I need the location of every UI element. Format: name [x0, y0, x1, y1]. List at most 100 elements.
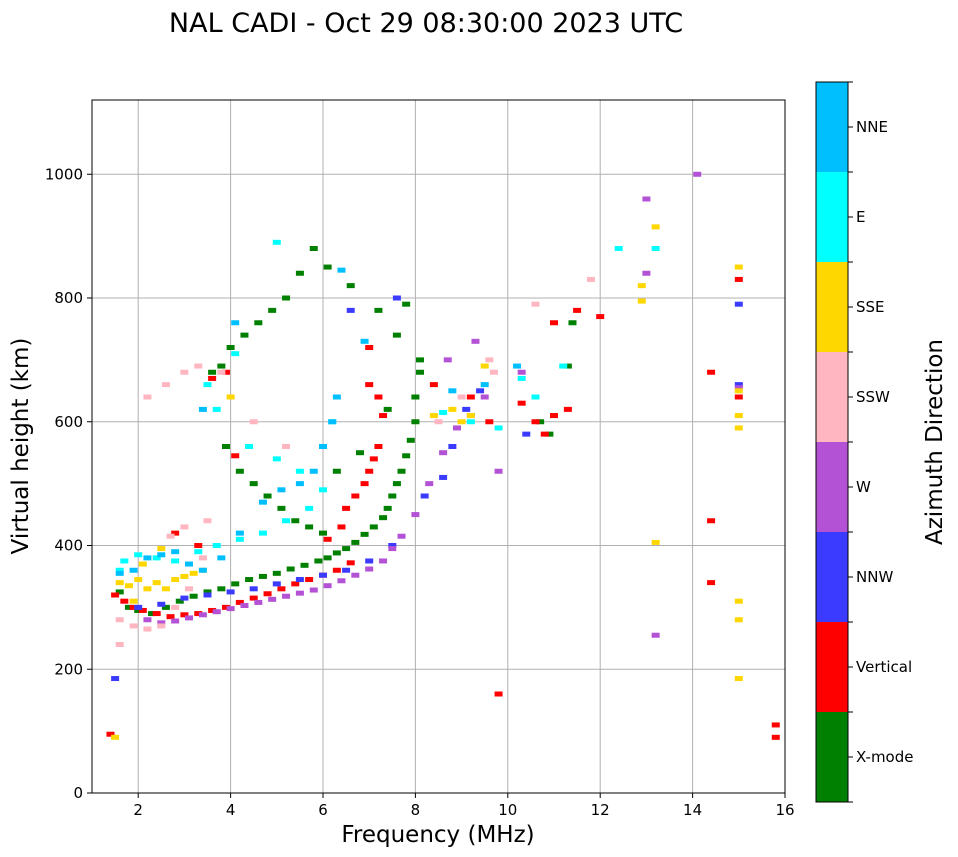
data-point	[235, 599, 244, 605]
data-point	[217, 363, 226, 369]
data-point	[171, 530, 180, 536]
data-point	[550, 413, 558, 419]
y-tick-label: 600	[54, 413, 83, 431]
data-point	[346, 307, 355, 313]
data-point	[231, 351, 240, 357]
data-point	[148, 611, 157, 617]
data-point	[489, 369, 498, 375]
data-point	[235, 530, 244, 536]
data-point	[106, 731, 115, 737]
data-point	[198, 555, 207, 561]
data-point	[161, 604, 170, 610]
data-point	[346, 560, 355, 566]
data-point	[203, 518, 212, 524]
data-point	[111, 676, 120, 682]
data-point	[152, 611, 161, 617]
data-point	[323, 583, 332, 589]
x-tick-label: 16	[775, 801, 794, 819]
data-point	[180, 595, 189, 601]
data-point	[258, 573, 267, 579]
data-point	[314, 558, 323, 564]
data-point	[411, 419, 420, 425]
x-axis-title: Frequency (MHz)	[341, 822, 534, 848]
x-tick-label: 12	[591, 801, 610, 819]
data-point	[171, 577, 180, 583]
colorbar-label: X-mode	[856, 748, 913, 766]
data-point	[545, 431, 554, 437]
data-point	[217, 555, 226, 561]
data-point	[379, 515, 388, 521]
data-point	[134, 607, 143, 613]
data-point	[138, 607, 147, 613]
data-point	[494, 425, 503, 431]
data-point	[115, 617, 124, 623]
data-point	[245, 444, 254, 449]
data-point	[221, 444, 230, 449]
data-point	[383, 406, 392, 412]
data-point	[295, 577, 304, 583]
data-point	[231, 453, 240, 459]
data-point	[180, 369, 189, 375]
data-point	[111, 734, 120, 740]
data-point	[305, 577, 314, 583]
data-point	[198, 612, 207, 618]
data-point	[540, 431, 549, 437]
data-point	[397, 533, 406, 539]
data-point	[734, 382, 743, 388]
data-point	[734, 276, 743, 282]
data-point	[305, 505, 314, 511]
data-point	[471, 338, 480, 344]
data-point	[448, 444, 457, 449]
data-point	[707, 518, 716, 524]
data-point	[291, 581, 300, 587]
data-point	[485, 419, 494, 425]
data-point	[129, 567, 138, 573]
data-point	[388, 493, 397, 499]
data-point	[494, 691, 503, 697]
data-point	[282, 295, 291, 301]
data-point	[263, 493, 272, 499]
data-point	[365, 558, 374, 564]
y-tick-label: 0	[73, 784, 83, 802]
data-point	[254, 599, 263, 605]
data-point	[124, 604, 133, 610]
data-point	[152, 580, 161, 586]
data-point	[221, 604, 230, 610]
data-point	[480, 382, 489, 388]
data-point	[614, 246, 623, 251]
data-point	[282, 444, 291, 449]
data-point	[392, 332, 401, 338]
colorbar-label: E	[856, 208, 865, 226]
colorbar-segment	[816, 172, 848, 262]
data-point	[480, 394, 489, 400]
data-point	[406, 437, 415, 443]
colorbar-segment	[816, 82, 848, 172]
data-point	[328, 419, 337, 425]
data-point	[734, 388, 743, 394]
data-point	[351, 493, 360, 499]
data-point	[295, 468, 304, 474]
data-point	[319, 444, 327, 449]
data-point	[208, 607, 217, 613]
data-point	[332, 567, 341, 573]
x-tick-label: 4	[226, 801, 236, 819]
colorbar-label: NNW	[856, 568, 893, 586]
data-point	[157, 620, 166, 626]
data-point	[596, 314, 605, 320]
data-point	[323, 264, 332, 270]
data-point	[203, 592, 212, 598]
data-point	[462, 406, 471, 412]
data-point	[226, 606, 235, 612]
data-point	[568, 320, 577, 326]
data-point	[152, 555, 161, 561]
data-point	[531, 394, 540, 400]
colorbar-title: Azimuth Direction	[922, 339, 948, 545]
data-point	[360, 481, 369, 487]
data-point	[203, 382, 212, 388]
x-tick-label: 10	[498, 801, 517, 819]
data-point	[734, 598, 743, 604]
colorbar-label: W	[856, 478, 871, 496]
data-point	[402, 301, 411, 307]
data-point	[143, 586, 152, 592]
data-point	[171, 604, 180, 610]
